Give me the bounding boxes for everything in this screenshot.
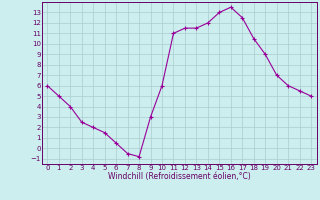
X-axis label: Windchill (Refroidissement éolien,°C): Windchill (Refroidissement éolien,°C) <box>108 172 251 181</box>
